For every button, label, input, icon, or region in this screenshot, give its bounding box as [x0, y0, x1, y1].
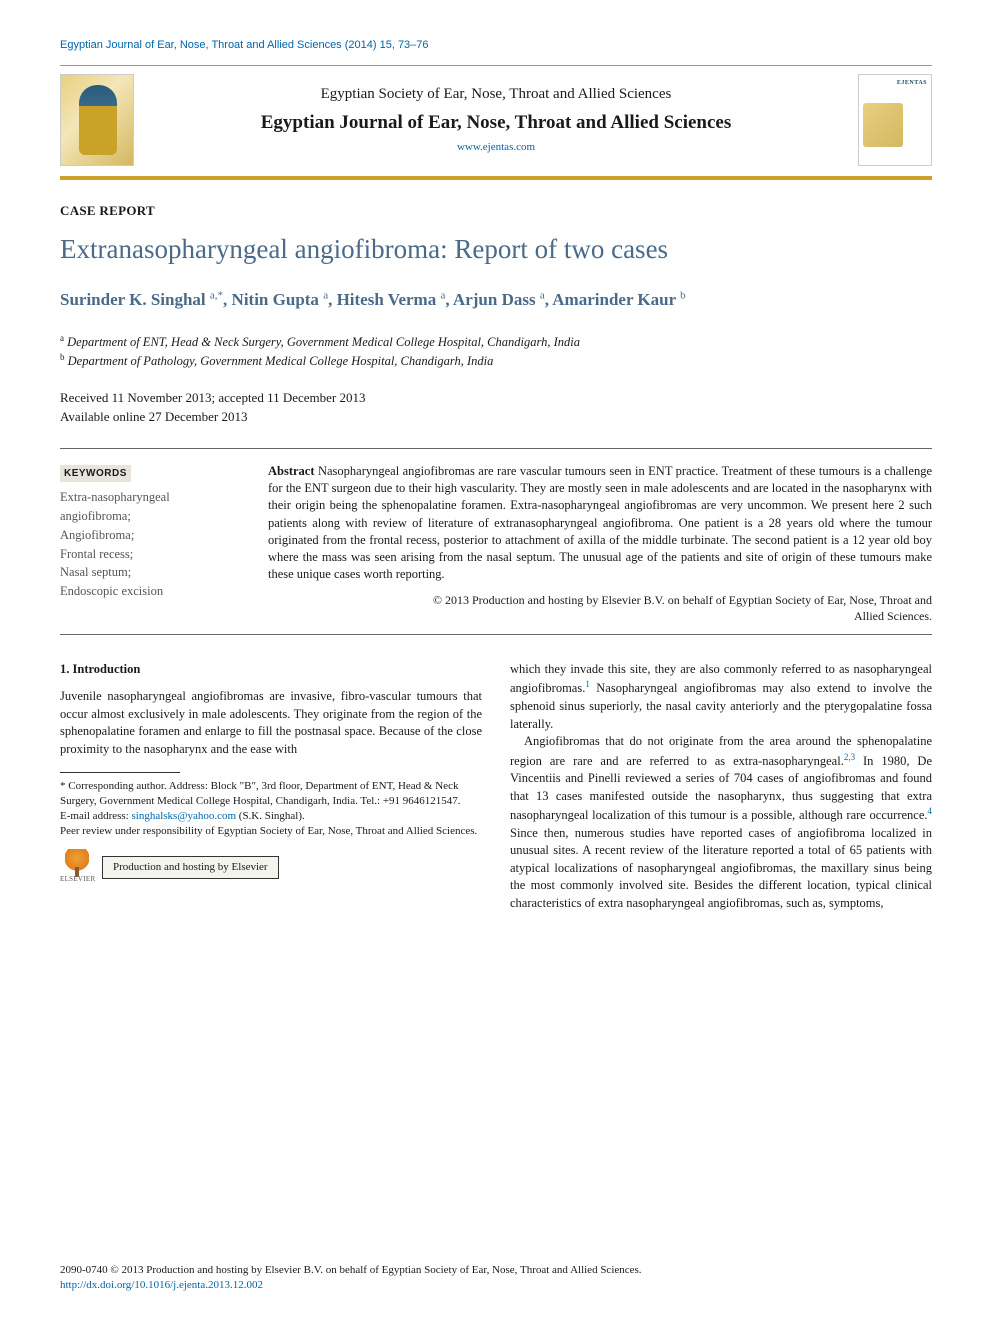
affiliation-b: b Department of Pathology, Government Me… — [60, 351, 932, 371]
doi-link[interactable]: http://dx.doi.org/10.1016/j.ejenta.2013.… — [60, 1279, 263, 1291]
society-logo — [60, 74, 134, 166]
author-1: Surinder K. Singhal — [60, 290, 210, 309]
corresponding-author-note: * Corresponding author. Address: Block "… — [60, 779, 482, 809]
article-type: CASE REPORT — [60, 202, 932, 220]
section-1-heading: 1. Introduction — [60, 661, 482, 679]
elsevier-production-box: ELSEVIER Production and hosting by Elsev… — [60, 849, 482, 887]
intro-paragraph-right-1: which they invade this site, they are al… — [510, 661, 932, 733]
peer-review-note: Peer review under responsibility of Egyp… — [60, 824, 482, 839]
right-column: which they invade this site, they are al… — [510, 661, 932, 912]
journal-cover-thumbnail: EJENTAS — [858, 74, 932, 166]
left-column: 1. Introduction Juvenile nasopharyngeal … — [60, 661, 482, 912]
cover-label: EJENTAS — [863, 79, 927, 87]
footnote-rule — [60, 772, 180, 773]
sep: , — [328, 290, 337, 309]
journal-title: Egyptian Journal of Ear, Nose, Throat an… — [148, 111, 844, 135]
running-head: Egyptian Journal of Ear, Nose, Throat an… — [60, 38, 932, 53]
footnotes: * Corresponding author. Address: Block "… — [60, 779, 482, 886]
sep: , — [223, 290, 232, 309]
email-paren: (S.K. Singhal). — [239, 810, 305, 822]
article-dates: Received 11 November 2013; accepted 11 D… — [60, 389, 932, 425]
author-5-aff: b — [680, 289, 686, 301]
masthead-center: Egyptian Society of Ear, Nose, Throat an… — [148, 84, 844, 155]
elsevier-logo-icon: ELSEVIER — [60, 849, 94, 887]
society-name: Egyptian Society of Ear, Nose, Throat an… — [148, 84, 844, 104]
production-hosting-label: Production and hosting by Elsevier — [102, 856, 279, 879]
keywords-heading: KEYWORDS — [60, 465, 131, 483]
keywords-list: Extra-nasopharyngeal angiofibroma; Angio… — [60, 488, 240, 601]
author-1-aff: a, — [210, 289, 218, 301]
page-footer: 2090-0740 © 2013 Production and hosting … — [60, 1263, 932, 1293]
ref-4[interactable]: 4 — [928, 806, 933, 816]
email-label: E-mail address: — [60, 810, 129, 822]
available-online: Available online 27 December 2013 — [60, 408, 932, 426]
ref-2-3[interactable]: 2,3 — [844, 752, 855, 762]
abs-copy-line1: © 2013 Production and hosting by Elsevie… — [268, 592, 932, 608]
abstract-column: Abstract Nasopharyngeal angiofibromas ar… — [268, 463, 932, 624]
received-accepted: Received 11 November 2013; accepted 11 D… — [60, 389, 932, 407]
affiliation-a: a Department of ENT, Head & Neck Surgery… — [60, 332, 932, 352]
keywords-column: KEYWORDS Extra-nasopharyngeal angiofibro… — [60, 463, 240, 624]
sep: , — [445, 290, 453, 309]
abstract-copyright: © 2013 Production and hosting by Elsevie… — [268, 592, 932, 624]
cover-image-icon — [863, 103, 903, 147]
author-email-link[interactable]: singhalsks@yahoo.com — [131, 810, 236, 822]
author-2: Nitin Gupta — [232, 290, 324, 309]
author-3: Hitesh Verma — [337, 290, 441, 309]
abstract-block: KEYWORDS Extra-nasopharyngeal angiofibro… — [60, 448, 932, 635]
article-title: Extranasopharyngeal angiofibroma: Report… — [60, 233, 932, 265]
footer-copyright: 2090-0740 © 2013 Production and hosting … — [60, 1263, 932, 1278]
author-5: Amarinder Kaur — [552, 290, 680, 309]
author-4: Arjun Dass — [453, 290, 540, 309]
intro-paragraph-left: Juvenile nasopharyngeal angiofibromas ar… — [60, 688, 482, 758]
abstract-text: Nasopharyngeal angiofibromas are rare va… — [268, 464, 932, 582]
body-columns: 1. Introduction Juvenile nasopharyngeal … — [60, 661, 932, 912]
author-list: Surinder K. Singhal a,*, Nitin Gupta a, … — [60, 288, 932, 312]
intro-paragraph-right-2: Angiofibromas that do not originate from… — [510, 733, 932, 912]
affiliations: a Department of ENT, Head & Neck Surgery… — [60, 332, 932, 372]
email-line: E-mail address: singhalsks@yahoo.com (S.… — [60, 809, 482, 824]
abstract-label: Abstract — [268, 464, 315, 478]
abs-copy-line2: Allied Sciences. — [268, 608, 932, 624]
journal-masthead: Egyptian Society of Ear, Nose, Throat an… — [60, 65, 932, 180]
journal-url-link[interactable]: www.ejentas.com — [457, 140, 535, 155]
